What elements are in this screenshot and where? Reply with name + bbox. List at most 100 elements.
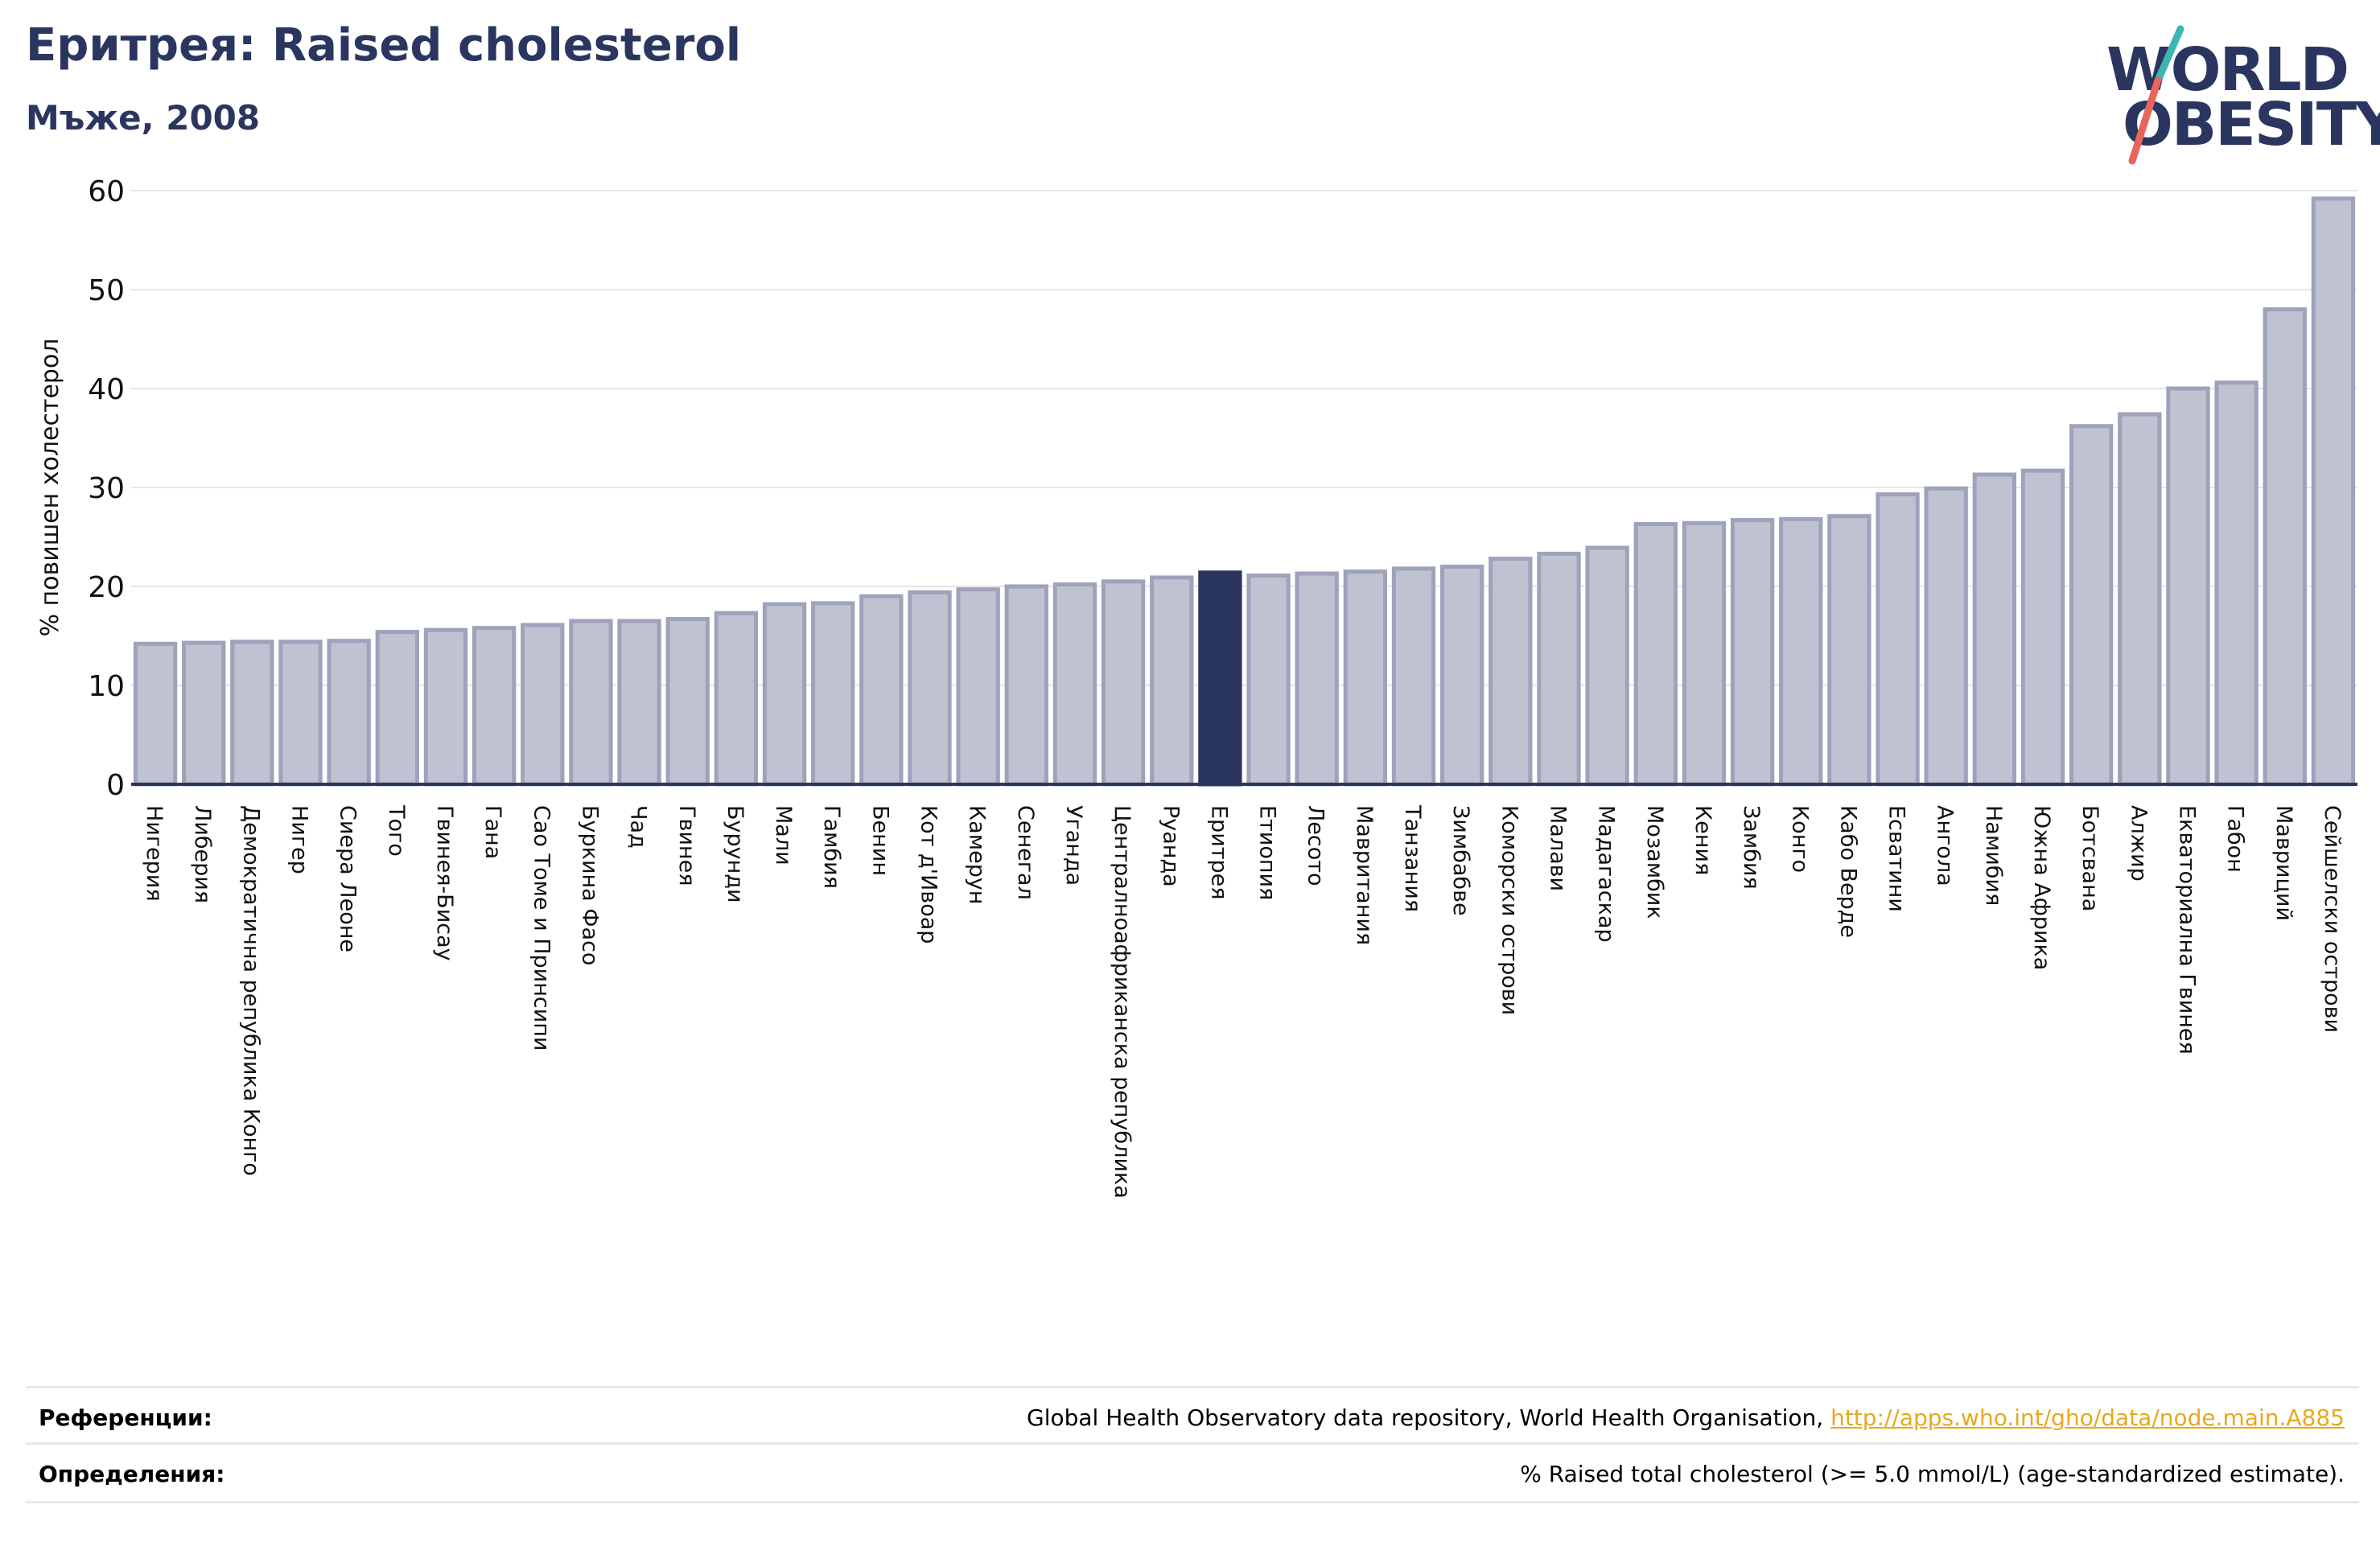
y-axis-title: % повишен холестерол xyxy=(36,339,64,637)
bar xyxy=(471,626,517,787)
logo-line2: OBESITY xyxy=(2123,90,2380,159)
references-value: Global Health Observatory data repositor… xyxy=(1027,1404,2345,1431)
x-tick-label: Ботсвана xyxy=(2077,805,2102,911)
bar xyxy=(1343,570,1388,787)
bar xyxy=(375,630,419,787)
bar xyxy=(1827,514,1871,787)
x-tick-label: Еритрея xyxy=(1206,805,1231,899)
bar xyxy=(1295,571,1339,787)
world-obesity-logo: WORLD OBESITY xyxy=(2100,24,2380,169)
bar xyxy=(1730,518,1775,787)
bar-highlighted xyxy=(1198,570,1242,787)
x-tick-label: Уганда xyxy=(1061,805,1086,886)
bar xyxy=(859,594,904,787)
bar xyxy=(1682,520,1727,787)
bar xyxy=(2263,307,2307,787)
y-tick-label: 40 xyxy=(88,373,125,406)
bar xyxy=(811,601,855,787)
x-tick-label: Ангола xyxy=(1933,805,1958,886)
x-tick-label: Есватини xyxy=(1884,805,1909,912)
y-tick-label: 30 xyxy=(88,472,125,505)
bar xyxy=(1876,492,1920,787)
bar xyxy=(1150,575,1194,787)
definitions-row: Определения: % Raised total cholesterol … xyxy=(26,1442,2359,1498)
bar xyxy=(1052,582,1097,787)
bar-chart: 0 10 20 30 40 50 60 Нигерия Либерия Демократична… xyxy=(36,175,2357,1199)
x-tick-label: Сао Томе и Принсипи xyxy=(529,805,554,1051)
bar xyxy=(1440,564,1484,787)
x-tick-label: Габон xyxy=(2223,805,2248,873)
x-tick-label: Бенин xyxy=(867,805,892,876)
bar xyxy=(908,590,952,787)
x-tick-label: Буркина Фасо xyxy=(577,805,602,965)
x-tick-label: Кения xyxy=(1690,805,1715,875)
bar xyxy=(1004,584,1048,787)
x-tick-label: Сейшелски острови xyxy=(2320,805,2345,1033)
bar xyxy=(2311,196,2356,787)
bar xyxy=(133,641,178,787)
bar xyxy=(1779,516,1823,787)
bar xyxy=(423,627,468,787)
bar xyxy=(2069,424,2114,787)
bar xyxy=(2020,468,2065,787)
page-subtitle: Мъже, 2008 xyxy=(26,98,261,138)
y-tick-label: 60 xyxy=(88,175,125,208)
bar xyxy=(762,602,807,787)
y-tick-label: 20 xyxy=(88,571,125,604)
x-tick-label: Чад xyxy=(626,805,651,849)
x-tick-label: Танзания xyxy=(1400,804,1425,912)
x-tick-label: Южна Африка xyxy=(2029,805,2054,970)
bar xyxy=(665,617,710,787)
bar xyxy=(1633,522,1678,787)
x-tick-label: Зимбабве xyxy=(1448,805,1473,916)
bar xyxy=(1924,486,1968,787)
x-tick-label: Етиопия xyxy=(1255,805,1280,900)
bar xyxy=(1489,557,1533,787)
bar xyxy=(1101,579,1146,787)
x-tick-label: Того xyxy=(384,804,409,857)
definitions-value: % Raised total cholesterol (>= 5.0 mmol/… xyxy=(1520,1461,2345,1487)
x-tick-label: Конго xyxy=(1787,805,1812,873)
x-tick-label: Намибия xyxy=(1981,805,2006,906)
x-tick-label: Демократична република Конго xyxy=(238,805,263,1176)
bar xyxy=(278,639,323,787)
bar xyxy=(521,623,565,787)
definitions-label: Определения: xyxy=(39,1461,225,1487)
bar xyxy=(327,639,371,787)
references-text: Global Health Observatory data repositor… xyxy=(1027,1404,1831,1431)
bar xyxy=(617,619,661,787)
bars xyxy=(133,196,2356,787)
x-tick-label: Нигер xyxy=(287,805,312,874)
bar xyxy=(1391,566,1436,787)
x-tick-label: Гамбия xyxy=(819,805,844,889)
x-tick-label: Гана xyxy=(480,805,505,859)
x-tick-label: Сенегал xyxy=(1013,805,1038,900)
bar xyxy=(2166,386,2210,787)
y-tick-label: 50 xyxy=(88,274,125,307)
y-tick-label: 10 xyxy=(88,670,125,703)
bar xyxy=(569,619,613,787)
bar xyxy=(1972,472,2017,787)
x-tick-label: Мадагаскар xyxy=(1594,805,1619,943)
references-label: Референции: xyxy=(39,1404,212,1431)
x-tick-label: Екваториална Гвинея xyxy=(2174,805,2199,1055)
bar xyxy=(1585,545,1629,787)
x-tick-label: Кабо Верде xyxy=(1835,805,1860,938)
x-tick-label: Нигерия xyxy=(142,805,167,902)
x-tick-label: Мавритания xyxy=(1352,805,1377,945)
page-title: Еритрея: Raised cholesterol xyxy=(26,19,742,72)
x-tick-label: Лесото xyxy=(1303,805,1328,886)
x-tick-label: Гвинея xyxy=(674,805,699,886)
x-tick-label: Либерия xyxy=(190,805,215,903)
x-tick-label: Кот д'Ивоар xyxy=(916,805,941,944)
x-tick-label: Гвинея-Бисау xyxy=(432,805,457,961)
references-row: Референции: Global Health Observatory da… xyxy=(26,1386,2359,1441)
x-tick-label: Руанда xyxy=(1158,805,1183,887)
bar xyxy=(1246,573,1291,787)
references-link[interactable]: http://apps.who.int/gho/data/node.main.A… xyxy=(1830,1404,2345,1431)
x-tick-label: Коморски острови xyxy=(1497,805,1521,1015)
x-tick-label: Камерун xyxy=(965,805,990,904)
x-tick-label: Централноафриканска република xyxy=(1110,805,1134,1199)
x-tick-label: Мозамбик xyxy=(1642,805,1667,919)
bar xyxy=(956,587,1000,787)
